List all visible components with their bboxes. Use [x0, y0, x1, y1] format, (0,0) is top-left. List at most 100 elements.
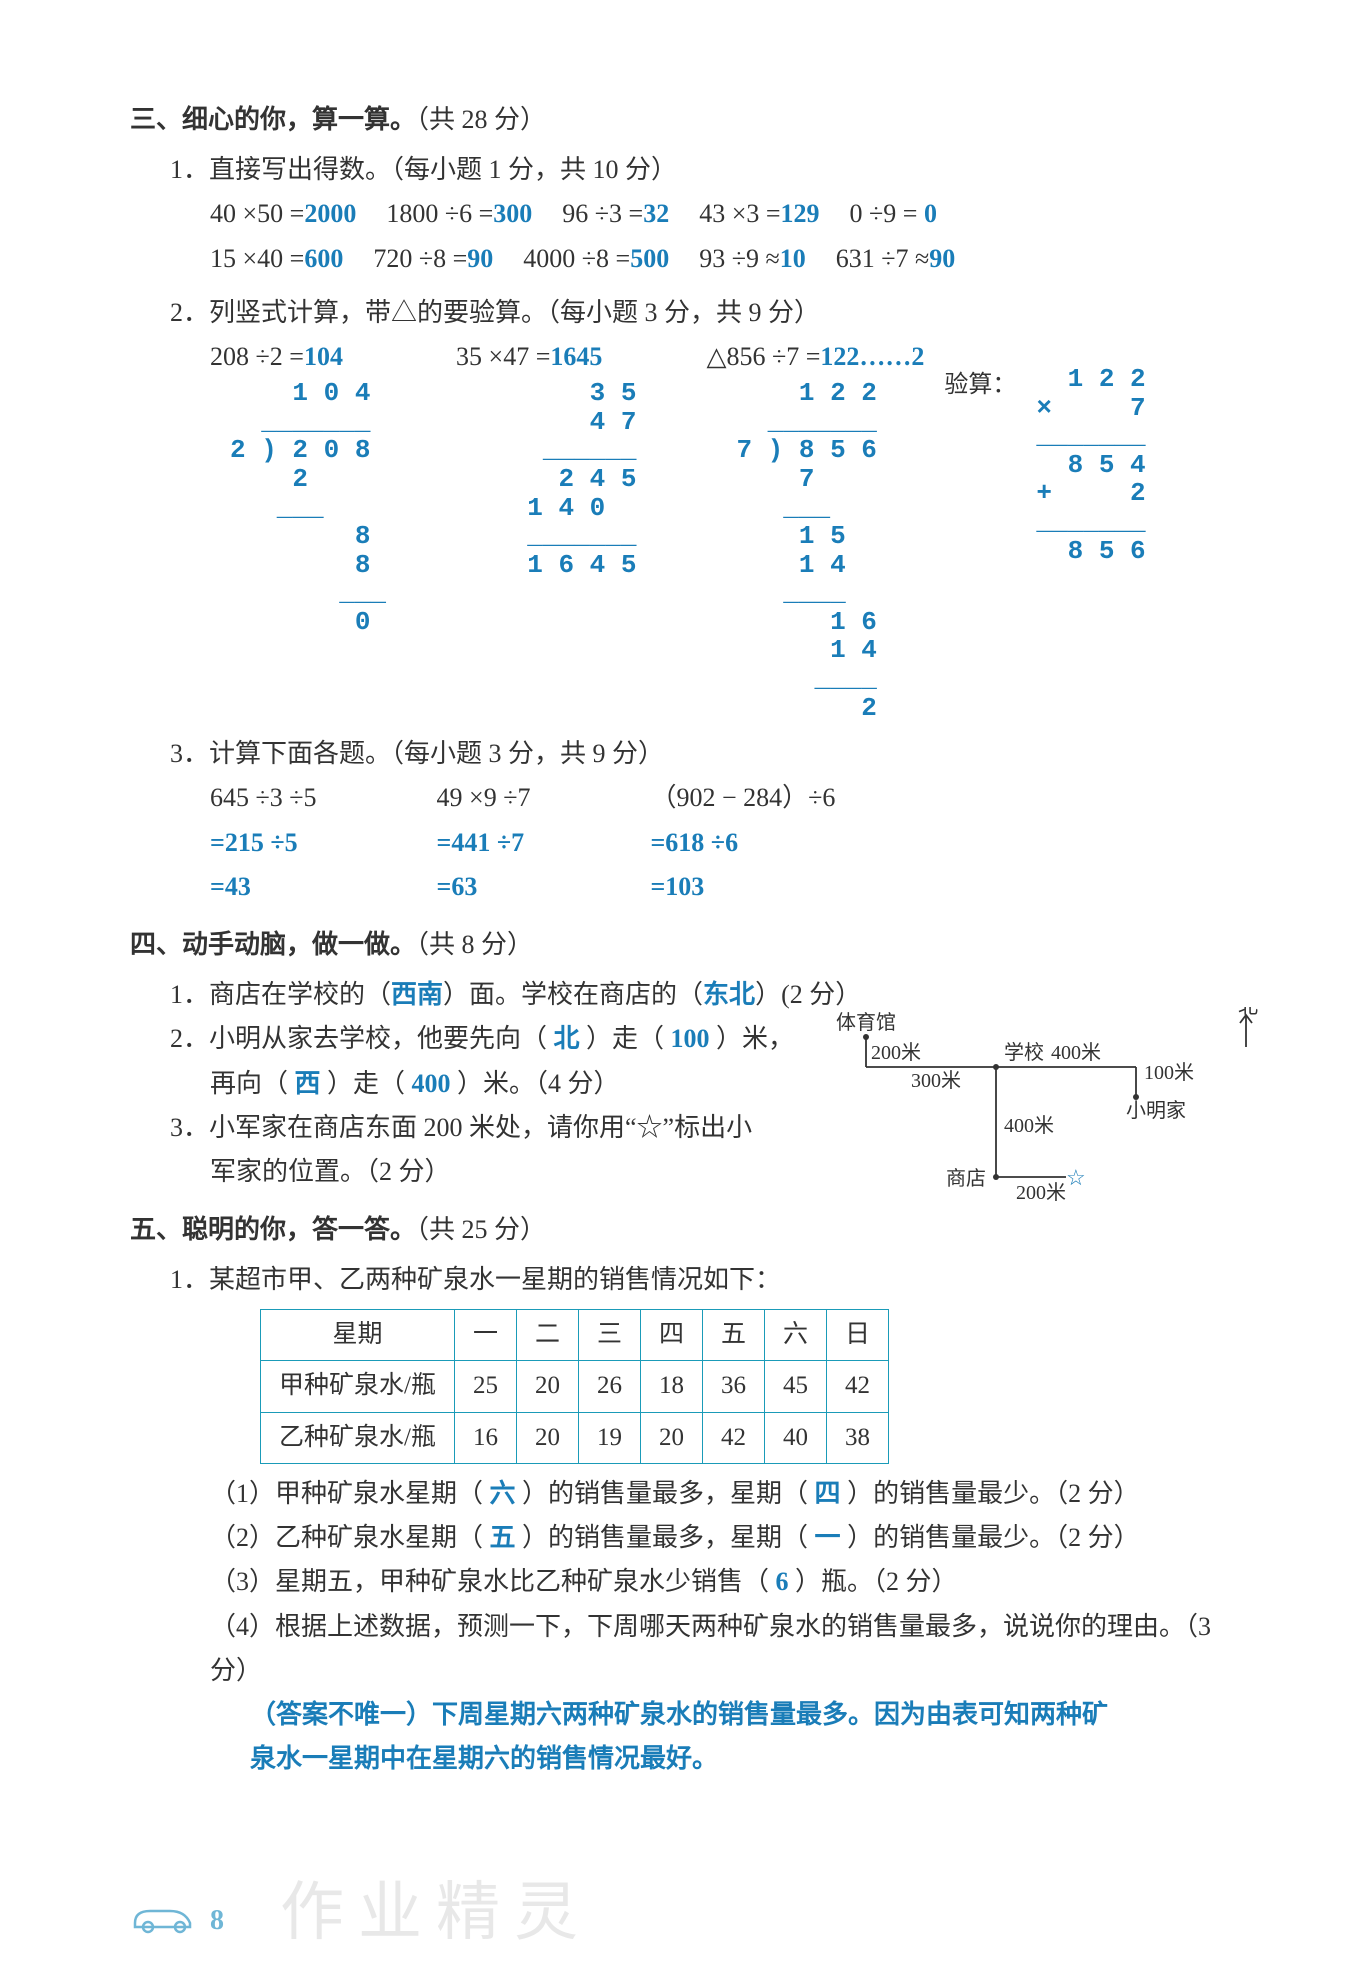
q3-1-row2: 15 ×40 =600 720 ÷8 =90 4000 ÷8 =500 93 ÷…	[210, 237, 1246, 281]
text: ）的销售量最少。（2 分）	[847, 1523, 1140, 1552]
answer: 东北	[703, 980, 755, 1009]
label-400b: 400米	[1004, 1114, 1054, 1137]
expr: 15 ×40 =	[210, 244, 304, 273]
expr: 43 ×3 =	[699, 199, 780, 228]
expr: 40 ×50 =	[210, 199, 304, 228]
text: ）面。学校在商店的（	[443, 980, 703, 1009]
map-diagram: ☆ 体育馆 北 200米 300米 学校 400米 100米 小明家 400米 …	[826, 1007, 1266, 1207]
text: ）走（	[586, 1024, 664, 1053]
label-shop: 商店	[946, 1167, 986, 1190]
td: 40	[765, 1412, 827, 1464]
text: 1．商店在学校的（	[170, 980, 391, 1009]
answer-line: =215 ÷5	[210, 821, 317, 865]
q5-1-sub3: （3）星期五，甲种矿泉水比乙种矿泉水少销售（ 6 ）瓶。（2 分）	[210, 1560, 1246, 1604]
section-5-points: （共 25 分）	[416, 1215, 546, 1244]
answer: 0	[917, 199, 937, 228]
answer: 400	[405, 1069, 457, 1098]
expr: 35 ×47 =	[456, 342, 550, 371]
text: ）的销售量最多，星期（	[522, 1479, 808, 1508]
watermark-text: 作业精灵	[280, 1861, 592, 1953]
answer: 100	[664, 1024, 716, 1053]
expr: 208 ÷2 =	[210, 342, 304, 371]
page-number: 8	[210, 1905, 224, 1937]
star-icon: ☆	[1066, 1165, 1086, 1190]
td: 36	[703, 1361, 765, 1413]
page-footer: 8	[130, 1899, 224, 1943]
section-3-title-text: 三、细心的你，算一算。	[130, 105, 416, 134]
th: 六	[765, 1309, 827, 1361]
th: 三	[578, 1309, 640, 1361]
car-icon	[130, 1899, 200, 1943]
expr: 0 ÷9 =	[850, 199, 918, 228]
answer: 32	[643, 199, 669, 228]
label-400a: 400米	[1051, 1041, 1101, 1064]
text: ）走（	[327, 1069, 405, 1098]
q3-2-title: 2．列竖式计算，带△的要验算。（每小题 3 分，共 9 分）	[170, 291, 1246, 335]
th: 一	[454, 1309, 516, 1361]
td: 16	[454, 1412, 516, 1464]
expr: （902 − 284）÷6	[650, 776, 835, 820]
answer: 四	[808, 1479, 847, 1508]
td: 甲种矿泉水/瓶	[261, 1361, 455, 1413]
td: 18	[641, 1361, 703, 1413]
q5-1-sub1: （1）甲种矿泉水星期（ 六 ）的销售量最多，星期（ 四 ）的销售量最少。（2 分…	[210, 1472, 1246, 1516]
th: 四	[641, 1309, 703, 1361]
q5-1-title: 1．某超市甲、乙两种矿泉水一星期的销售情况如下：	[170, 1258, 1246, 1302]
td: 38	[827, 1412, 889, 1464]
td: 26	[578, 1361, 640, 1413]
long-division-1: 1 0 4 _______ 2 ) 2 0 8 2 ___ 8 8 ___ 0	[230, 379, 386, 636]
answer: 10	[780, 244, 806, 273]
table-header-row: 星期 一 二 三 四 五 六 日	[261, 1309, 889, 1361]
q3-1-row1: 40 ×50 =2000 1800 ÷6 =300 96 ÷3 =32 43 ×…	[210, 192, 1246, 236]
td: 42	[827, 1361, 889, 1413]
td: 42	[703, 1412, 765, 1464]
answer: 1645	[550, 342, 602, 371]
answer: 六	[483, 1479, 522, 1508]
answer: 129	[781, 199, 820, 228]
q5-1-ans4-l1: （答案不唯一）下周星期六两种矿泉水的销售量最多。因为由表可知两种矿	[250, 1693, 1246, 1737]
label-school: 学校	[1004, 1041, 1044, 1064]
expr: 631 ÷7 ≈	[836, 244, 930, 273]
text: ）的销售量最多，星期（	[522, 1523, 808, 1552]
section-4-title-text: 四、动手动脑，做一做。	[130, 930, 416, 959]
expr: 1800 ÷6 =	[386, 199, 493, 228]
q3-3-work: 645 ÷3 ÷5 =215 ÷5 =43 49 ×9 ÷7 =441 ÷7 =…	[210, 776, 1246, 909]
answer: 90	[929, 244, 955, 273]
expr: 93 ÷9 ≈	[699, 244, 780, 273]
text: ）米。（4 分）	[457, 1069, 620, 1098]
q4-3-line1: 3．小军家在商店东面 200 米处，请你用“☆”标出小	[170, 1106, 870, 1150]
label-north: 北	[1238, 1007, 1258, 1018]
q3-1-title: 1．直接写出得数。（每小题 1 分，共 10 分）	[170, 148, 1246, 192]
answer-line: =103	[650, 865, 835, 909]
text: 2．小明从家去学校，他要先向（	[170, 1024, 547, 1053]
answer-line: =618 ÷6	[650, 821, 835, 865]
td: 20	[516, 1361, 578, 1413]
section-3-points: （共 28 分）	[416, 105, 546, 134]
text: （2）乙种矿泉水星期（	[210, 1523, 483, 1552]
q5-1-sub2: （2）乙种矿泉水星期（ 五 ）的销售量最多，星期（ 一 ）的销售量最少。（2 分…	[210, 1516, 1246, 1560]
th: 二	[516, 1309, 578, 1361]
label-200b: 200米	[1016, 1181, 1066, 1204]
th: 五	[703, 1309, 765, 1361]
answer: 2000	[304, 199, 356, 228]
th: 日	[827, 1309, 889, 1361]
section-4-points: （共 8 分）	[416, 930, 533, 959]
answer: 600	[304, 244, 343, 273]
answer: 104	[304, 342, 343, 371]
answer: 一	[808, 1523, 847, 1552]
label-100: 100米	[1144, 1061, 1194, 1084]
label-ming: 小明家	[1126, 1099, 1186, 1122]
text: 再向（	[210, 1069, 288, 1098]
answer: 西南	[391, 980, 443, 1009]
label-300: 300米	[911, 1069, 961, 1092]
check-mult: 1 2 2 × 7 _______ 8 5 4 + 2 _______ 8 5 …	[1036, 365, 1145, 722]
text: （3）星期五，甲种矿泉水比乙种矿泉水少销售（	[210, 1567, 769, 1596]
long-mult-1: 3 5 4 7 ______ 2 4 5 1 4 0 _______ 1 6 4…	[496, 379, 636, 579]
answer: 122……2	[820, 342, 924, 371]
q5-1-sub4: （4）根据上述数据，预测一下，下周哪天两种矿泉水的销售量最多，说说你的理由。（3…	[210, 1605, 1246, 1693]
td: 25	[454, 1361, 516, 1413]
q3-2-work: 208 ÷2 =104 1 0 4 _______ 2 ) 2 0 8 2 __…	[210, 335, 1246, 722]
td: 45	[765, 1361, 827, 1413]
td: 20	[516, 1412, 578, 1464]
section-4-title: 四、动手动脑，做一做。（共 8 分）	[130, 923, 1246, 967]
